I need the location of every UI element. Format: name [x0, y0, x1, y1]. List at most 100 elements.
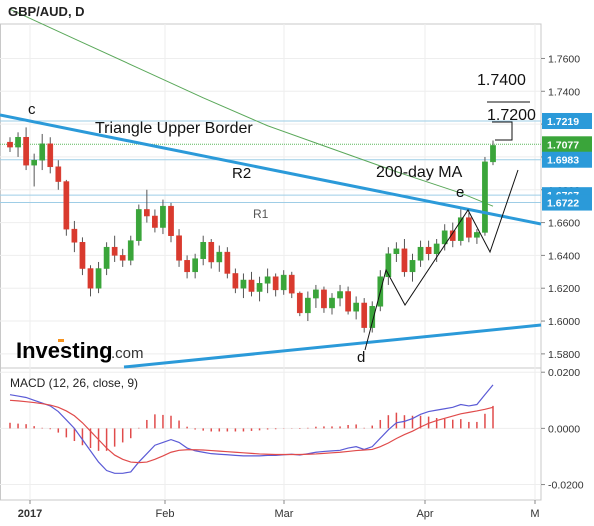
annotations-layer: c Triangle Upper Border R2 200-day MA R1 e d 1.…: [28, 72, 536, 366]
candle-body: [224, 251, 231, 274]
candle-body: [361, 302, 368, 328]
candle-body: [208, 242, 215, 263]
candle-body: [216, 251, 223, 263]
annotation-label: Triangle Upper Border: [95, 120, 253, 137]
trendlines-layer: [0, 113, 542, 369]
candle-body: [466, 217, 472, 238]
target-bracket: [492, 121, 513, 141]
candle-body: [353, 302, 359, 312]
annotation-label: R2: [232, 165, 251, 182]
brand-name: Investing: [16, 338, 113, 363]
candle-body: [474, 232, 480, 238]
candle-body: [192, 258, 199, 273]
candle-body: [280, 274, 287, 291]
candle-body: [425, 246, 432, 255]
candle-body: [87, 268, 94, 289]
candle-body: [160, 205, 166, 228]
plot-frame: [0, 23, 542, 501]
candle-body: [393, 248, 400, 255]
annotation-label: 1.7400: [477, 72, 526, 89]
candle-body: [127, 240, 134, 261]
candle-body: [63, 181, 70, 230]
y-tick-label: 1.5800: [548, 349, 580, 361]
macd-title: MACD (12, 26, close, 9): [10, 376, 138, 390]
candle-body: [15, 136, 21, 148]
candle-body: [135, 209, 142, 241]
price-label-bg: [542, 151, 592, 168]
annotation-label: c: [28, 101, 36, 118]
candle-body: [337, 291, 343, 299]
x-tick-label: 2017: [18, 508, 42, 520]
candle-body: [55, 166, 62, 182]
candle-body: [409, 260, 416, 273]
candle-body: [47, 143, 54, 168]
price-label: 1.7219: [547, 116, 579, 128]
candle-body: [184, 260, 190, 273]
candle-body: [385, 253, 392, 277]
candle-body: [119, 255, 126, 261]
candle-body: [232, 273, 239, 289]
candle-body: [457, 217, 464, 241]
brand-dot: [58, 339, 64, 342]
chart-title: GBP/AUD, D: [8, 4, 85, 19]
horizontal-levels: [0, 120, 541, 204]
candle-body: [345, 291, 351, 312]
candle-body: [31, 159, 37, 166]
candle-body: [329, 297, 335, 309]
candle-body: [369, 306, 376, 328]
candle-body: [111, 246, 118, 256]
price-label: 1.7077: [547, 139, 579, 151]
candle-body: [313, 289, 319, 299]
candle-body: [321, 289, 327, 309]
macd-y-tick-label: 0.0200: [548, 367, 580, 379]
price-label-bg: [542, 194, 592, 211]
y-tick-label: 1.6600: [548, 218, 580, 230]
candle-body: [296, 292, 303, 314]
candle-body: [144, 209, 150, 217]
macd-layer: [9, 384, 494, 474]
candle-body: [176, 235, 182, 261]
y-tick-label: 1.7600: [548, 53, 580, 65]
candle-body: [441, 230, 448, 245]
candle-body: [305, 297, 311, 314]
candle-body: [256, 283, 263, 292]
candle-body: [433, 243, 440, 255]
candle-body: [152, 215, 158, 228]
ma-layer: [9, 8, 494, 207]
x-tick-label: Mar: [275, 508, 294, 520]
ma-line: [9, 8, 494, 207]
annotation-label: 1.7200: [487, 107, 536, 124]
candle-body: [95, 268, 102, 289]
macd-y-tick-label: 0.0000: [548, 423, 580, 435]
candle-body: [272, 276, 279, 291]
candle-body: [482, 161, 488, 233]
brand-suffix: .com: [111, 345, 144, 362]
candle-body: [449, 230, 456, 241]
annotation-label: 200-day MA: [376, 164, 463, 181]
brand-logo: Investing.com: [16, 338, 144, 363]
macd-line: [9, 384, 494, 474]
candle-body: [23, 136, 29, 166]
candle-body: [401, 248, 408, 273]
candle-body: [248, 279, 255, 292]
candle-body: [200, 242, 207, 259]
candle-body: [168, 205, 174, 236]
annotation-label: d: [357, 349, 365, 366]
candle-body: [71, 228, 78, 243]
x-tick-label: Feb: [156, 508, 175, 520]
price-label-bg: [542, 136, 592, 153]
candle-body: [417, 246, 424, 261]
annotation-label: R1: [253, 207, 269, 221]
y-tick-label: 1.6000: [548, 316, 580, 328]
triangle-upper-border: [0, 113, 542, 226]
signal-line: [9, 399, 494, 464]
candle-body: [240, 279, 247, 289]
macd-y-tick-label: -0.0200: [548, 480, 584, 492]
candle-body: [103, 246, 110, 269]
candle-body: [7, 141, 13, 148]
candle-body: [264, 276, 271, 284]
price-label-bg: [542, 112, 592, 129]
price-label: 1.6722: [547, 198, 579, 210]
candle-body: [490, 145, 496, 163]
